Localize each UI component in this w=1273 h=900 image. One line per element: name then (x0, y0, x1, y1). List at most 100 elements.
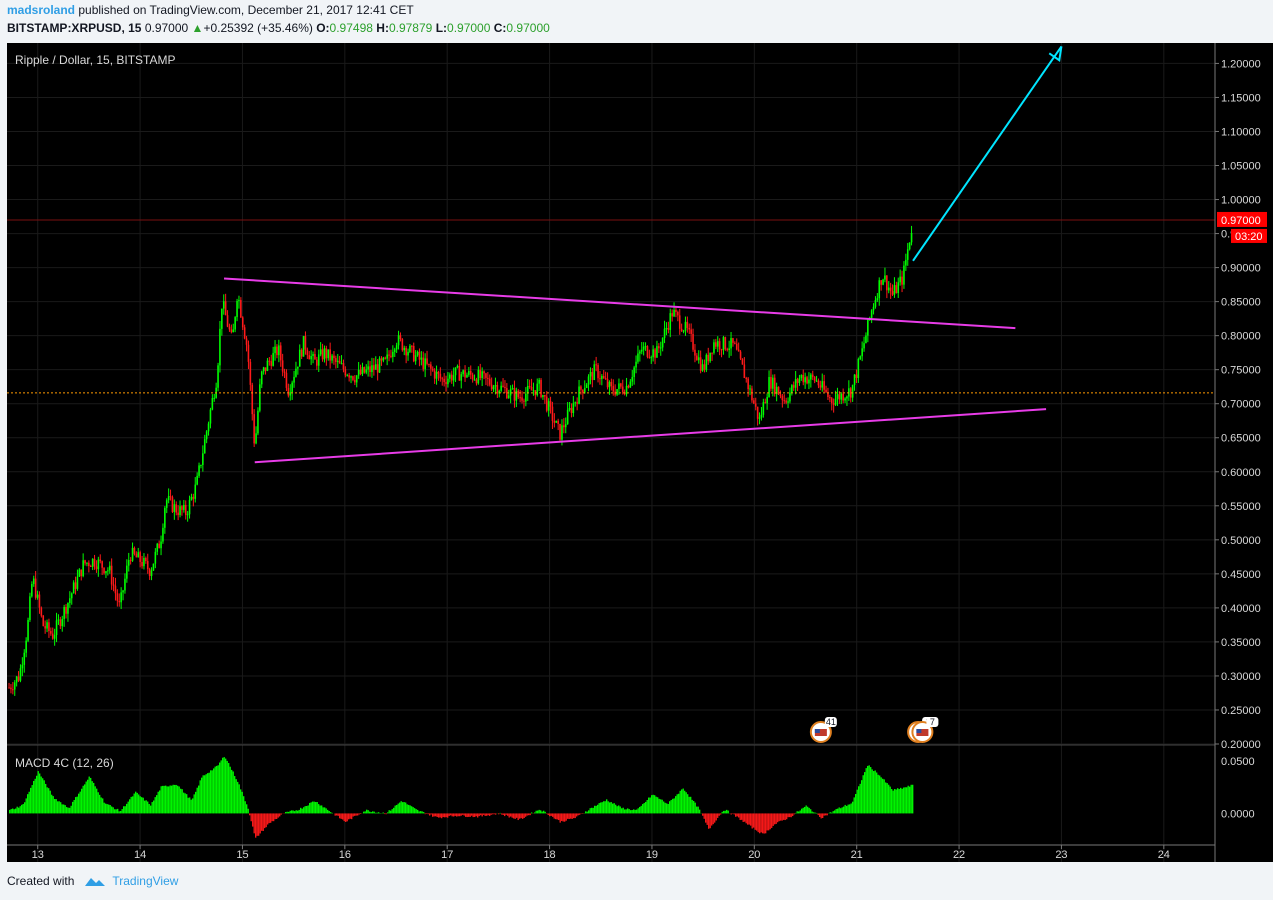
candle-body (243, 327, 246, 339)
price-tick-label: 1.05000 (1221, 161, 1261, 173)
macd-bar (660, 799, 662, 814)
candle-body (146, 561, 149, 570)
candle-body (449, 374, 451, 379)
candle-body (148, 569, 151, 576)
candle-body (160, 541, 162, 549)
macd-tick-label: 0.0500 (1221, 756, 1255, 768)
candle-body (80, 569, 83, 577)
macd-bar (319, 805, 321, 814)
candle-body (587, 376, 590, 385)
macd-bar (270, 813, 272, 823)
candle-body (32, 578, 35, 584)
macd-bar (145, 800, 147, 814)
candle-body (599, 378, 601, 380)
macd-bar (250, 813, 252, 822)
macd-bar (49, 790, 51, 814)
macd-bar (628, 809, 630, 814)
macd-bar (751, 813, 753, 829)
macd-bar (163, 785, 165, 814)
candle-body (437, 371, 440, 374)
candle-body (116, 593, 119, 601)
candle-body (483, 371, 485, 374)
candle-body (806, 377, 808, 384)
candle-body (488, 378, 491, 385)
macd-bar (466, 813, 468, 818)
candle-body (886, 275, 888, 291)
time-tick-label: 18 (543, 849, 555, 861)
candle-body (293, 376, 295, 383)
macd-bar (519, 813, 521, 819)
candle-body (289, 392, 292, 396)
drawings[interactable] (7, 45, 1215, 464)
macd-bar (510, 813, 512, 817)
macd-bar (771, 813, 773, 828)
macd-bar (555, 813, 557, 820)
candle-body (266, 360, 269, 371)
event-markers[interactable]: 4127 (809, 717, 939, 743)
macd-bar (201, 777, 203, 814)
macd-bar (672, 798, 674, 814)
macd-bar (552, 813, 554, 817)
macd-bar (265, 813, 267, 828)
macd-bar (865, 768, 867, 814)
candle-body (135, 553, 138, 558)
macd-bar (69, 807, 71, 814)
macd-bar (307, 805, 309, 814)
candle-body (118, 600, 121, 603)
macd-bar (736, 813, 738, 817)
macd-bar (685, 792, 687, 814)
macd-bar (504, 813, 506, 817)
macd-bar (597, 804, 599, 814)
macd-bar (564, 813, 566, 822)
macd-bar (640, 805, 642, 814)
candle-body (840, 393, 843, 400)
candle-body (865, 335, 867, 344)
macd-bar (607, 801, 609, 814)
candle-body (853, 374, 856, 385)
author-link[interactable]: madsroland (7, 3, 76, 17)
price-tick-label: 0.80000 (1221, 331, 1261, 343)
macd-bar (43, 780, 45, 814)
candle-body (452, 375, 455, 381)
macd-bar (720, 813, 722, 815)
candle-body (496, 385, 499, 394)
macd-bar (45, 783, 47, 814)
macd-bar (657, 797, 659, 814)
macd-bar (298, 809, 300, 814)
candle-body (124, 578, 126, 591)
macd-bar (15, 808, 17, 814)
candle-body (112, 584, 115, 586)
candle-body (103, 567, 105, 574)
macd-bar (558, 813, 560, 821)
macd-bar (820, 813, 822, 819)
candle-body (697, 357, 700, 361)
macd-bar (165, 785, 167, 814)
candle-body (59, 619, 62, 627)
macd-bar (639, 806, 641, 814)
macd-bar (715, 813, 717, 821)
candle-body (57, 619, 60, 621)
candle-body (863, 343, 865, 349)
macd-bar (295, 810, 297, 814)
macd-bar (76, 796, 78, 814)
macd-bar (130, 796, 132, 814)
candle-body (325, 348, 328, 359)
chart-canvas[interactable]: 4127 0.20000 0.25000 0.30000 0.35000 0.40000… (0, 0, 1273, 870)
candle-body (792, 385, 795, 388)
candle-body (525, 393, 527, 402)
countdown-badge (1231, 228, 1267, 243)
macd-bar (297, 810, 299, 814)
macd-bar (576, 813, 578, 817)
tradingview-link[interactable]: TradingView (112, 874, 179, 888)
candle-body (443, 378, 445, 383)
macd-bar (325, 808, 327, 814)
candle-body (316, 359, 318, 366)
candle-body (50, 631, 52, 634)
macd-bar (664, 802, 666, 814)
candle-body (591, 371, 594, 380)
candle-body (380, 358, 383, 361)
candle-body (346, 375, 349, 377)
macd-bar (382, 812, 384, 814)
macd-bar (328, 810, 330, 814)
macd-bar (114, 809, 116, 814)
